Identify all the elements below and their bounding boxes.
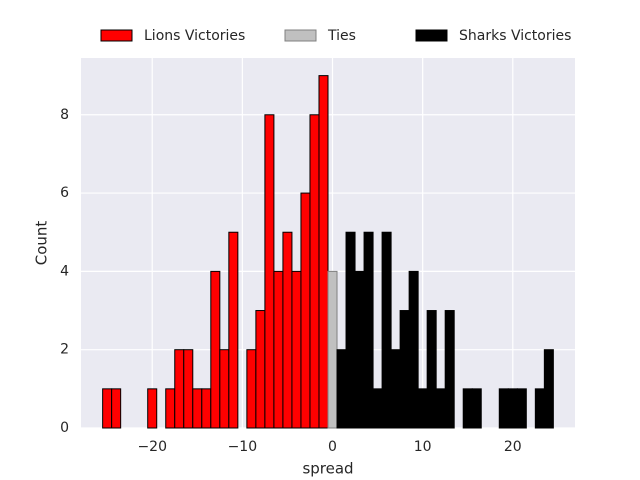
histogram-bar bbox=[345, 231, 356, 429]
histogram-bar bbox=[228, 231, 239, 429]
legend-label: Ties bbox=[327, 28, 356, 44]
histogram-bar bbox=[462, 388, 473, 429]
x-tick-label: 10 bbox=[414, 439, 432, 455]
histogram-bar bbox=[327, 270, 338, 429]
legend-swatch bbox=[100, 29, 133, 42]
histogram-bar bbox=[507, 388, 518, 429]
legend-swatch bbox=[415, 29, 448, 42]
histogram-bar bbox=[543, 349, 554, 429]
histogram-bar bbox=[417, 388, 428, 429]
y-tick-label: 6 bbox=[60, 185, 69, 201]
histogram-bar bbox=[165, 388, 176, 429]
histogram-bar bbox=[354, 270, 365, 429]
histogram-bar bbox=[264, 114, 275, 429]
histogram-bar bbox=[111, 388, 122, 429]
x-tick-label: −20 bbox=[137, 439, 167, 455]
histogram-bar bbox=[192, 388, 203, 429]
histogram-bar bbox=[147, 388, 158, 429]
histogram-bar bbox=[399, 310, 410, 429]
histogram-bar bbox=[390, 349, 401, 429]
histogram-bar bbox=[408, 270, 419, 429]
histogram-bar bbox=[444, 310, 455, 429]
y-tick-label: 2 bbox=[60, 342, 69, 358]
histogram-bar bbox=[174, 349, 185, 429]
histogram-bar bbox=[102, 388, 113, 429]
x-tick-label: 0 bbox=[328, 439, 337, 455]
histogram-bar bbox=[183, 349, 194, 429]
y-axis-label: Count bbox=[33, 221, 51, 266]
histogram-bar bbox=[291, 270, 302, 429]
y-tick-label: 0 bbox=[60, 420, 69, 436]
histogram-bar bbox=[471, 388, 482, 429]
x-tick-label: 20 bbox=[504, 439, 522, 455]
legend-label: Sharks Victories bbox=[459, 28, 571, 44]
histogram-bar bbox=[210, 270, 221, 429]
legend-swatch bbox=[284, 29, 317, 42]
histogram-bar bbox=[309, 114, 320, 429]
histogram-bar bbox=[201, 388, 212, 429]
histogram-bar bbox=[363, 231, 374, 429]
histogram-bar bbox=[255, 310, 266, 429]
histogram-bar bbox=[498, 388, 509, 429]
legend-label: Lions Victories bbox=[144, 28, 245, 44]
histogram-bar bbox=[219, 349, 230, 429]
y-tick-label: 8 bbox=[60, 107, 69, 123]
histogram-bar bbox=[426, 310, 437, 429]
x-tick-label: −10 bbox=[228, 439, 258, 455]
x-axis-label: spread bbox=[302, 460, 353, 478]
histogram-bar bbox=[381, 231, 392, 429]
histogram-bar bbox=[336, 349, 347, 429]
y-tick-label: 4 bbox=[60, 263, 69, 279]
histogram-bar bbox=[516, 388, 527, 429]
histogram-bar bbox=[318, 75, 329, 429]
histogram-bar bbox=[273, 270, 284, 429]
histogram-bar bbox=[246, 349, 257, 429]
histogram-bar bbox=[435, 388, 446, 429]
histogram-bar bbox=[372, 388, 383, 429]
histogram-bar bbox=[282, 231, 293, 429]
histogram-bar bbox=[534, 388, 545, 429]
histogram-bar bbox=[300, 192, 311, 429]
